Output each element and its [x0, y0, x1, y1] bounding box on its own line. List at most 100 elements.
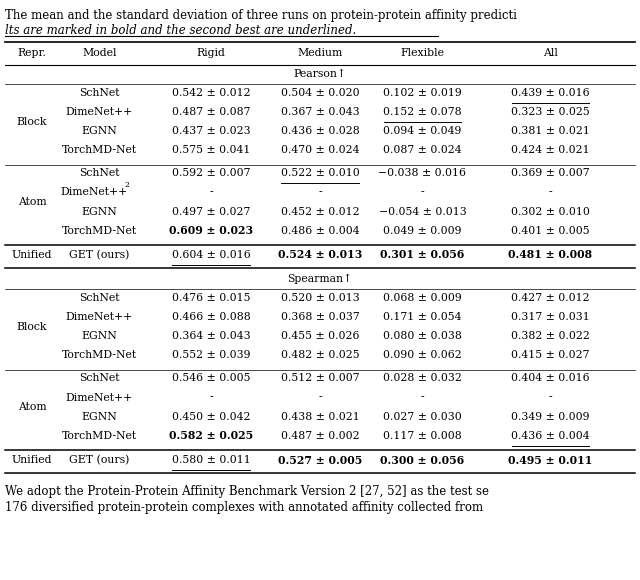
- Text: 0.575 ± 0.041: 0.575 ± 0.041: [172, 145, 250, 155]
- Text: Unified: Unified: [12, 455, 52, 465]
- Text: 0.438 ± 0.021: 0.438 ± 0.021: [280, 412, 360, 422]
- Text: −0.054 ± 0.013: −0.054 ± 0.013: [378, 206, 467, 216]
- Text: GET (ours): GET (ours): [69, 250, 129, 260]
- Text: 0.520 ± 0.013: 0.520 ± 0.013: [280, 293, 360, 303]
- Text: 0.090 ± 0.062: 0.090 ± 0.062: [383, 350, 462, 360]
- Text: 0.450 ± 0.042: 0.450 ± 0.042: [172, 412, 250, 422]
- Text: 0.436 ± 0.004: 0.436 ± 0.004: [511, 431, 589, 441]
- Text: 0.424 ± 0.021: 0.424 ± 0.021: [511, 145, 589, 155]
- Text: Pearson↑: Pearson↑: [294, 69, 346, 79]
- Text: 0.300 ± 0.056: 0.300 ± 0.056: [380, 455, 465, 466]
- Text: 0.401 ± 0.005: 0.401 ± 0.005: [511, 226, 589, 235]
- Text: 0.437 ± 0.023: 0.437 ± 0.023: [172, 126, 250, 136]
- Text: 0.592 ± 0.007: 0.592 ± 0.007: [172, 168, 250, 178]
- Text: 0.527 ± 0.005: 0.527 ± 0.005: [278, 455, 362, 466]
- Text: 0.542 ± 0.012: 0.542 ± 0.012: [172, 88, 250, 98]
- Text: DimeNet++: DimeNet++: [65, 107, 133, 117]
- Text: 0.027 ± 0.030: 0.027 ± 0.030: [383, 412, 462, 422]
- Text: -: -: [209, 393, 213, 403]
- Text: -: -: [318, 187, 322, 197]
- Text: Model: Model: [82, 48, 116, 59]
- Text: 0.171 ± 0.054: 0.171 ± 0.054: [383, 312, 461, 322]
- Text: 0.582 ± 0.025: 0.582 ± 0.025: [169, 430, 253, 441]
- Text: 0.436 ± 0.028: 0.436 ± 0.028: [280, 126, 360, 136]
- Text: 0.028 ± 0.032: 0.028 ± 0.032: [383, 374, 462, 383]
- Text: -: -: [420, 187, 424, 197]
- Text: -: -: [420, 393, 424, 403]
- Text: 176 diversified protein-protein complexes with annotated affinity collected from: 176 diversified protein-protein complexe…: [5, 501, 483, 514]
- Text: −0.038 ± 0.016: −0.038 ± 0.016: [378, 168, 467, 178]
- Text: 0.302 ± 0.010: 0.302 ± 0.010: [511, 206, 590, 216]
- Text: -: -: [548, 393, 552, 403]
- Text: Medium: Medium: [298, 48, 342, 59]
- Text: 0.364 ± 0.043: 0.364 ± 0.043: [172, 331, 250, 341]
- Text: 2: 2: [125, 182, 130, 190]
- Text: 0.486 ± 0.004: 0.486 ± 0.004: [281, 226, 359, 235]
- Text: SchNet: SchNet: [79, 374, 120, 383]
- Text: -: -: [318, 393, 322, 403]
- Text: 0.512 ± 0.007: 0.512 ± 0.007: [281, 374, 359, 383]
- Text: Repr.: Repr.: [17, 48, 47, 59]
- Text: All: All: [543, 48, 558, 59]
- Text: 0.482 ± 0.025: 0.482 ± 0.025: [281, 350, 359, 360]
- Text: 0.349 ± 0.009: 0.349 ± 0.009: [511, 412, 589, 422]
- Text: Flexible: Flexible: [401, 48, 444, 59]
- Text: 0.427 ± 0.012: 0.427 ± 0.012: [511, 293, 589, 303]
- Text: 0.094 ± 0.049: 0.094 ± 0.049: [383, 126, 461, 136]
- Text: EGNN: EGNN: [81, 331, 117, 341]
- Text: 0.382 ± 0.022: 0.382 ± 0.022: [511, 331, 590, 341]
- Text: EGNN: EGNN: [81, 412, 117, 422]
- Text: 0.497 ± 0.027: 0.497 ± 0.027: [172, 206, 250, 216]
- Text: 0.546 ± 0.005: 0.546 ± 0.005: [172, 374, 250, 383]
- Text: 0.404 ± 0.016: 0.404 ± 0.016: [511, 374, 589, 383]
- Text: 0.487 ± 0.087: 0.487 ± 0.087: [172, 107, 250, 117]
- Text: 0.117 ± 0.008: 0.117 ± 0.008: [383, 431, 462, 441]
- Text: -: -: [209, 187, 213, 197]
- Text: We adopt the Protein-Protein Affinity Benchmark Version 2 [27, 52] as the test s: We adopt the Protein-Protein Affinity Be…: [5, 485, 489, 498]
- Text: 0.080 ± 0.038: 0.080 ± 0.038: [383, 331, 462, 341]
- Text: 0.381 ± 0.021: 0.381 ± 0.021: [511, 126, 590, 136]
- Text: TorchMD-Net: TorchMD-Net: [61, 350, 137, 360]
- Text: DimeNet++: DimeNet++: [60, 187, 128, 197]
- Text: Spearman↑: Spearman↑: [287, 274, 353, 284]
- Text: Atom: Atom: [18, 402, 46, 412]
- Text: 0.087 ± 0.024: 0.087 ± 0.024: [383, 145, 461, 155]
- Text: 0.522 ± 0.010: 0.522 ± 0.010: [280, 168, 360, 178]
- Text: SchNet: SchNet: [79, 168, 120, 178]
- Text: Atom: Atom: [18, 197, 46, 207]
- Text: 0.470 ± 0.024: 0.470 ± 0.024: [281, 145, 359, 155]
- Text: 0.476 ± 0.015: 0.476 ± 0.015: [172, 293, 250, 303]
- Text: 0.323 ± 0.025: 0.323 ± 0.025: [511, 107, 590, 117]
- Text: 0.466 ± 0.088: 0.466 ± 0.088: [172, 312, 251, 322]
- Text: 0.102 ± 0.019: 0.102 ± 0.019: [383, 88, 462, 98]
- Text: 0.301 ± 0.056: 0.301 ± 0.056: [380, 249, 465, 260]
- Text: 0.495 ± 0.011: 0.495 ± 0.011: [508, 455, 593, 466]
- Text: 0.367 ± 0.043: 0.367 ± 0.043: [281, 107, 359, 117]
- Text: 0.580 ± 0.011: 0.580 ± 0.011: [172, 455, 251, 465]
- Text: 0.455 ± 0.026: 0.455 ± 0.026: [281, 331, 359, 341]
- Text: GET (ours): GET (ours): [69, 455, 129, 465]
- Text: 0.439 ± 0.016: 0.439 ± 0.016: [511, 88, 589, 98]
- Text: 0.368 ± 0.037: 0.368 ± 0.037: [280, 312, 360, 322]
- Text: Block: Block: [17, 321, 47, 332]
- Text: The mean and the standard deviation of three runs on protein-protein affinity pr: The mean and the standard deviation of t…: [5, 9, 517, 22]
- Text: Rigid: Rigid: [196, 48, 226, 59]
- Text: 0.609 ± 0.023: 0.609 ± 0.023: [169, 225, 253, 236]
- Text: 0.504 ± 0.020: 0.504 ± 0.020: [281, 88, 359, 98]
- Text: Unified: Unified: [12, 250, 52, 260]
- Text: 0.369 ± 0.007: 0.369 ± 0.007: [511, 168, 589, 178]
- Text: SchNet: SchNet: [79, 88, 120, 98]
- Text: 0.524 ± 0.013: 0.524 ± 0.013: [278, 249, 362, 260]
- Text: -: -: [548, 187, 552, 197]
- Text: 0.487 ± 0.002: 0.487 ± 0.002: [281, 431, 359, 441]
- Text: DimeNet++: DimeNet++: [65, 393, 133, 403]
- Text: 0.152 ± 0.078: 0.152 ± 0.078: [383, 107, 461, 117]
- Text: 0.068 ± 0.009: 0.068 ± 0.009: [383, 293, 462, 303]
- Text: 0.317 ± 0.031: 0.317 ± 0.031: [511, 312, 590, 322]
- Text: 0.452 ± 0.012: 0.452 ± 0.012: [281, 206, 359, 216]
- Text: lts are marked in bold and the second best are underlined.: lts are marked in bold and the second be…: [5, 24, 356, 37]
- Text: 0.049 ± 0.009: 0.049 ± 0.009: [383, 226, 461, 235]
- Text: TorchMD-Net: TorchMD-Net: [61, 226, 137, 235]
- Text: 0.415 ± 0.027: 0.415 ± 0.027: [511, 350, 589, 360]
- Text: EGNN: EGNN: [81, 126, 117, 136]
